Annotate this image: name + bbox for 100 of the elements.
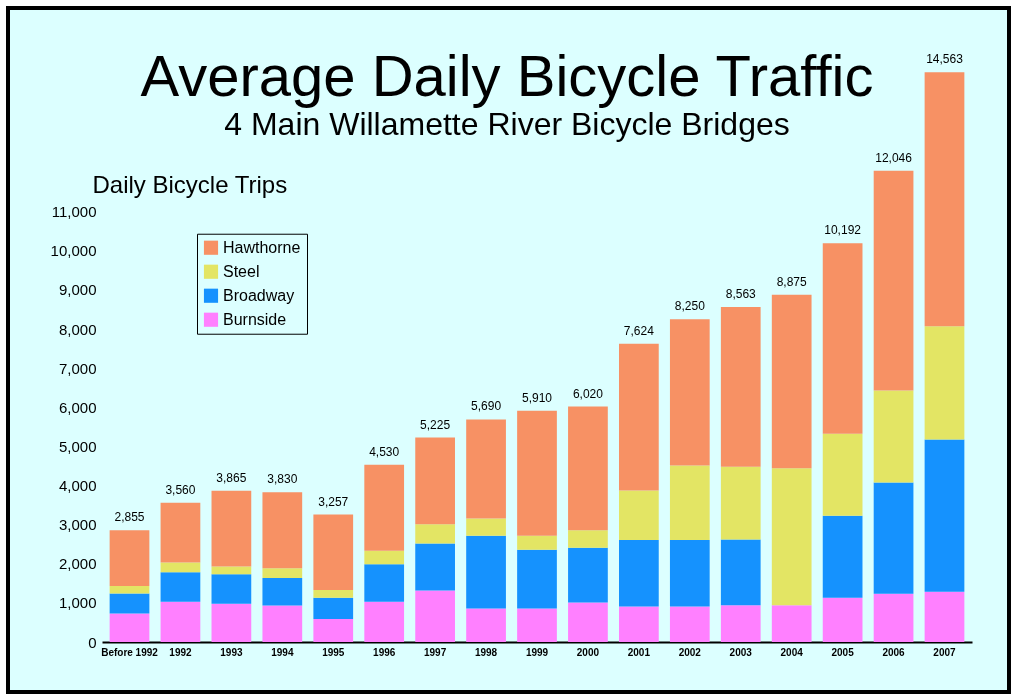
bar — [415, 543, 455, 591]
bar — [924, 326, 965, 440]
bar — [415, 437, 455, 525]
bar — [160, 572, 201, 602]
bar — [364, 550, 405, 565]
total-label: 5,910 — [521, 390, 553, 405]
bar — [619, 490, 659, 540]
bar — [160, 601, 201, 642]
bar — [262, 578, 303, 606]
bar — [873, 170, 914, 391]
total-label: 3,865 — [216, 470, 247, 485]
bar — [669, 606, 710, 642]
bar — [619, 606, 659, 642]
bar — [109, 586, 150, 594]
legend-label: Hawthorne — [223, 238, 301, 256]
x-tick-label: 1999 — [525, 646, 549, 658]
total-label: 3,830 — [267, 472, 298, 487]
y-tick-label: 0 — [88, 633, 97, 651]
bar — [619, 343, 659, 491]
total-label: 2,855 — [114, 510, 145, 525]
x-tick-label: 1997 — [424, 646, 447, 658]
legend-label: Steel — [223, 262, 260, 280]
bar — [262, 492, 303, 569]
bar — [262, 568, 303, 579]
x-tick-label: 2005 — [831, 646, 855, 658]
x-tick-label: 1998 — [474, 646, 498, 658]
bar — [517, 608, 557, 642]
bar — [313, 589, 354, 598]
y-tick-label: 7,000 — [58, 359, 97, 377]
bar — [211, 574, 252, 604]
bar — [517, 410, 557, 536]
bar — [415, 590, 455, 642]
bar — [924, 591, 965, 642]
y-tick-label: 1,000 — [58, 594, 97, 612]
legend-label: Broadway — [223, 286, 295, 304]
bar — [568, 547, 608, 603]
x-tick-label: 2002 — [678, 646, 702, 658]
bar — [313, 618, 354, 642]
total-label: 8,875 — [776, 274, 808, 289]
bar — [262, 605, 303, 642]
bar — [109, 613, 150, 642]
total-label: 7,624 — [623, 323, 655, 338]
bar — [720, 466, 761, 540]
bar — [771, 605, 812, 642]
y-tick-label: 4,000 — [58, 477, 97, 495]
bar — [109, 593, 150, 614]
x-tick-label: 1992 — [169, 646, 192, 658]
total-label: 8,250 — [674, 299, 706, 314]
x-tick-label: 2007 — [933, 646, 957, 658]
bar — [568, 530, 608, 548]
bar — [720, 539, 761, 606]
bar — [517, 549, 557, 609]
total-label: 5,690 — [471, 399, 502, 414]
bar — [720, 605, 761, 642]
bar — [568, 406, 608, 531]
bar — [466, 608, 506, 642]
bar — [771, 468, 812, 606]
total-label: 3,560 — [165, 482, 196, 497]
bar — [466, 535, 506, 609]
bar — [160, 562, 201, 573]
bar — [873, 390, 914, 483]
bar — [720, 307, 761, 467]
y-tick-label: 3,000 — [58, 516, 97, 534]
bar — [873, 482, 914, 594]
bar — [669, 465, 710, 540]
y-axis-title: Daily Bicycle Trips — [92, 171, 288, 199]
legend-label: Burnside — [223, 310, 287, 328]
y-tick-label: 9,000 — [58, 281, 97, 299]
bar — [619, 539, 659, 607]
total-label: 14,563 — [926, 52, 964, 67]
bar — [466, 419, 506, 519]
bar — [313, 514, 354, 590]
bar — [466, 518, 506, 536]
x-tick-label: 2003 — [729, 646, 753, 658]
y-tick-label: 2,000 — [58, 555, 97, 573]
bar — [822, 515, 863, 598]
chart-title: Average Daily Bicycle Traffic — [140, 43, 874, 109]
bar — [924, 72, 965, 327]
bar — [415, 524, 455, 544]
bar — [313, 597, 354, 619]
x-tick-label: Before 1992 — [101, 646, 159, 658]
x-tick-label: 1994 — [271, 646, 294, 658]
bar — [211, 490, 252, 567]
x-tick-label: 1996 — [373, 646, 396, 658]
bar — [669, 319, 710, 466]
y-tick-label: 6,000 — [58, 398, 97, 416]
x-tick-label: 2004 — [780, 646, 804, 658]
bar — [822, 433, 863, 516]
y-tick-label: 10,000 — [50, 242, 97, 260]
total-label: 3,257 — [318, 494, 349, 509]
bar — [924, 439, 965, 592]
bar — [517, 535, 557, 550]
total-label: 8,563 — [725, 287, 757, 302]
x-tick-label: 2000 — [576, 646, 600, 658]
bar — [211, 603, 252, 642]
total-label: 4,530 — [369, 444, 400, 459]
bar — [568, 602, 608, 642]
x-tick-label: 1993 — [220, 646, 243, 658]
y-tick-label: 11,000 — [51, 203, 97, 221]
total-label: 12,046 — [875, 150, 913, 165]
